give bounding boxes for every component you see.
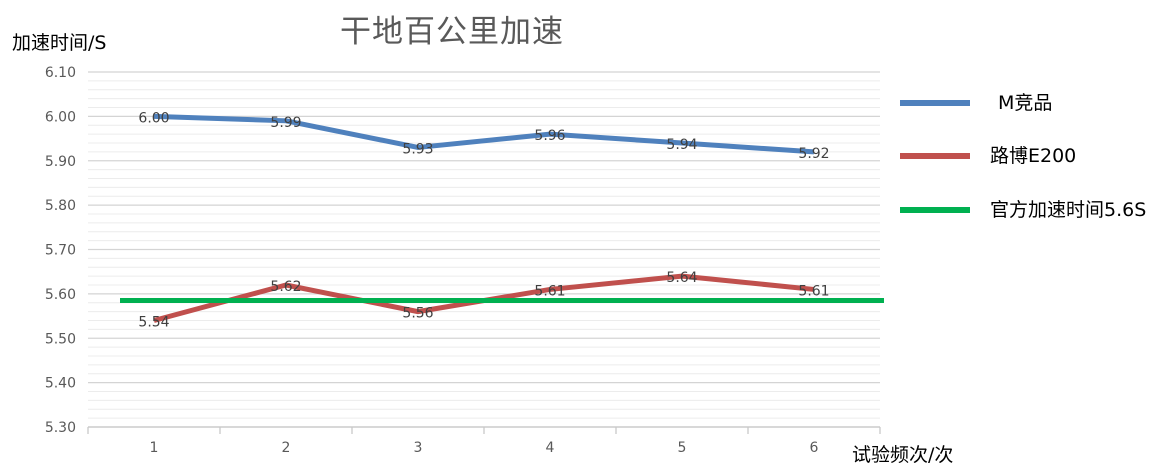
y-axis-title: 加速时间/S bbox=[12, 32, 107, 54]
y-tick-label: 6.00 bbox=[45, 109, 76, 125]
x-axis-tick-labels: 1 2 3 4 5 6 bbox=[150, 440, 819, 456]
legend-swatch-lubo bbox=[900, 153, 970, 159]
x-tick-label: 1 bbox=[150, 440, 159, 456]
chart-title: 干地百公里加速 bbox=[340, 14, 564, 50]
x-tick-label: 5 bbox=[678, 440, 687, 456]
x-tick-label: 6 bbox=[810, 440, 819, 456]
x-axis-title: 试验频次/次 bbox=[852, 444, 954, 466]
data-label: 5.99 bbox=[270, 115, 301, 131]
series-lines bbox=[120, 113, 884, 323]
y-tick-label: 5.90 bbox=[45, 154, 76, 170]
data-labels: 6.00 5.99 5.93 5.96 5.94 5.92 5.54 5.62 5.56 5.61… bbox=[138, 110, 829, 330]
grid-lines bbox=[88, 71, 880, 428]
legend-label-m: M竞品 bbox=[998, 92, 1053, 114]
y-tick-label: 6.10 bbox=[45, 65, 76, 81]
x-tick-label: 4 bbox=[546, 440, 555, 456]
legend-label-official: 官方加速时间5.6S bbox=[990, 199, 1147, 221]
y-tick-label: 5.80 bbox=[45, 198, 76, 214]
data-label: 5.93 bbox=[402, 141, 433, 157]
y-tick-label: 5.50 bbox=[45, 331, 76, 347]
x-tick-label: 2 bbox=[282, 440, 291, 456]
data-label: 6.00 bbox=[138, 110, 169, 126]
data-label: 5.92 bbox=[798, 146, 829, 162]
data-label: 5.64 bbox=[666, 270, 697, 286]
data-label: 5.61 bbox=[798, 283, 829, 299]
y-tick-label: 5.40 bbox=[45, 376, 76, 392]
y-tick-label: 5.30 bbox=[45, 420, 76, 436]
series-line-0 bbox=[153, 113, 815, 155]
data-label: 5.96 bbox=[534, 128, 565, 144]
y-tick-label: 5.60 bbox=[45, 287, 76, 303]
data-label: 5.62 bbox=[270, 279, 301, 295]
data-label: 5.56 bbox=[402, 306, 433, 322]
x-axis bbox=[87, 426, 881, 434]
y-tick-label: 5.70 bbox=[45, 243, 76, 259]
data-label: 5.61 bbox=[534, 283, 565, 299]
data-label: 5.54 bbox=[138, 315, 169, 331]
y-axis-tick-labels: 5.30 5.40 5.50 5.60 5.70 5.80 5.90 6.00 6.10 bbox=[45, 65, 76, 436]
legend-swatch-m bbox=[900, 100, 970, 106]
x-tick-label: 3 bbox=[414, 440, 423, 456]
data-label: 5.94 bbox=[666, 137, 697, 153]
legend-swatch-official bbox=[900, 207, 970, 213]
legend-label-lubo: 路博E200 bbox=[990, 145, 1077, 167]
